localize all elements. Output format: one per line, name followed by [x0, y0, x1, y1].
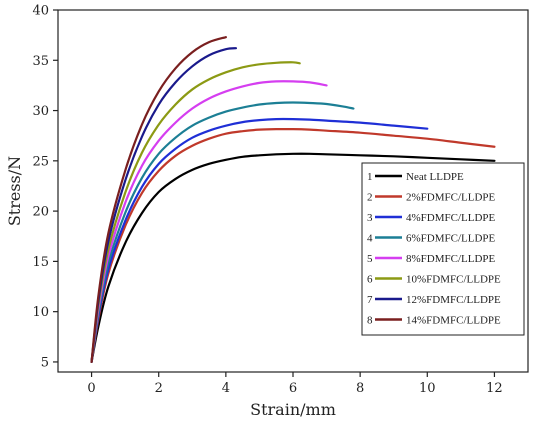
legend-number: 7: [367, 294, 373, 306]
y-tick-label: 30: [32, 104, 49, 119]
y-tick-label: 20: [32, 205, 49, 220]
legend-label: 2%FDMFC/LLDPE: [406, 192, 496, 204]
legend-box: [361, 162, 525, 336]
x-tick-label: 8: [356, 381, 364, 396]
legend-number: 2: [367, 192, 373, 204]
x-tick-label: 10: [419, 381, 436, 396]
x-tick-label: 4: [222, 381, 230, 396]
series-line-5: [90, 80, 328, 364]
series-line-3: [90, 117, 429, 364]
legend-number: 5: [367, 253, 373, 265]
legend: 1 Neat LLDPE 2 2%FDMFC/LLDPE 3 4%FDMFC/LLDPE 4…: [361, 162, 525, 336]
legend-label: 8%FDMFC/LLDPE: [406, 253, 496, 265]
x-tick-label: 6: [289, 381, 297, 396]
y-tick-label: 10: [32, 305, 49, 320]
legend-label: 4%FDMFC/LLDPE: [406, 212, 496, 224]
legend-label: 14%FDMFC/LLDPE: [406, 315, 501, 327]
series-line-4: [90, 101, 355, 364]
y-tick-label: 5: [41, 355, 49, 370]
series-line-1: [90, 152, 496, 364]
legend-number: 8: [367, 315, 373, 327]
y-tick-label: 35: [32, 54, 49, 69]
x-axis-title: Strain/mm: [250, 400, 336, 419]
y-tick-label: 40: [32, 4, 49, 19]
legend-number: 1: [367, 171, 373, 183]
y-tick-label: 15: [32, 255, 49, 270]
legend-number: 3: [367, 212, 373, 224]
legend-number: 4: [367, 233, 373, 245]
x-tick-label: 2: [155, 381, 163, 396]
series-line-8: [90, 36, 227, 364]
series-lines: [90, 36, 496, 364]
legend-label: 12%FDMFC/LLDPE: [406, 294, 501, 306]
x-tick-label: 0: [87, 381, 95, 396]
legend-number: 6: [367, 274, 373, 286]
legend-label: Neat LLDPE: [406, 171, 464, 183]
series-line-6: [90, 61, 301, 364]
legend-label: 10%FDMFC/LLDPE: [406, 274, 501, 286]
x-tick-label: 12: [486, 381, 503, 396]
series-line-2: [90, 127, 496, 364]
y-tick-label: 25: [32, 154, 49, 169]
legend-label: 6%FDMFC/LLDPE: [406, 233, 496, 245]
y-axis-title: Stress/N: [5, 156, 24, 226]
series-line-7: [90, 47, 238, 364]
